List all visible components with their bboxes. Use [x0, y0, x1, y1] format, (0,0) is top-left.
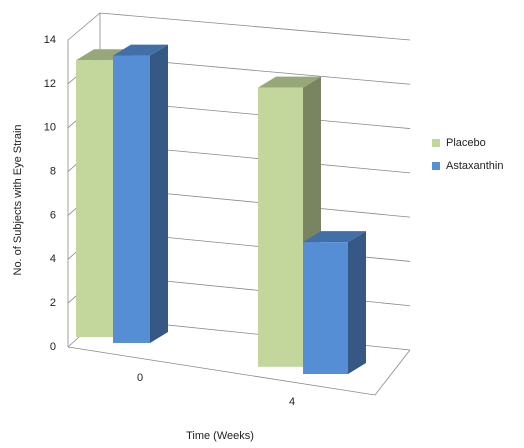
bar — [303, 242, 348, 374]
x-axis-title: Time (Weeks) — [186, 430, 254, 442]
legend-swatch — [432, 139, 440, 147]
y-tick-label: 10 — [44, 122, 56, 134]
floor — [67, 346, 411, 396]
y-tick-label: 6 — [50, 209, 56, 221]
y-tick-label: 2 — [50, 297, 56, 309]
y-tick-label: 0 — [50, 341, 56, 353]
y-tick-label: 8 — [50, 165, 56, 177]
bar-side — [348, 231, 366, 374]
x-tick-label: 0 — [137, 372, 143, 384]
bar — [76, 60, 113, 338]
grid-line — [67, 12, 411, 41]
y-tick-label: 14 — [44, 34, 56, 46]
bar-top — [258, 76, 321, 88]
y-tick-label: 12 — [44, 78, 56, 90]
legend-label: Placebo — [446, 137, 486, 149]
bar-top — [303, 231, 366, 243]
bar-top — [113, 44, 168, 56]
y-axis-title: No. of Subjects with Eye Strain — [12, 124, 24, 275]
bar — [258, 87, 303, 367]
bar — [113, 55, 150, 343]
x-tick-label: 4 — [289, 396, 295, 408]
bar-side — [150, 44, 168, 343]
y-tick-label: 4 — [50, 253, 56, 265]
legend-label: Astaxanthin — [446, 160, 503, 172]
legend-swatch — [432, 162, 440, 170]
